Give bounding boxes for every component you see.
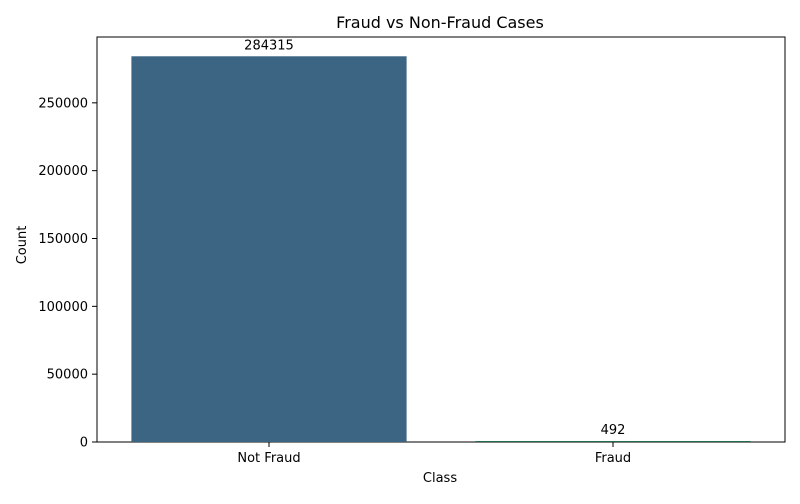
y-tick-label: 100000 <box>38 300 88 315</box>
bars-layer <box>131 56 751 442</box>
bar-not-fraud <box>131 56 407 442</box>
x-axis-label: Class <box>423 471 457 486</box>
bar-fraud <box>475 441 751 442</box>
y-tick-label: 0 <box>80 436 88 451</box>
x-tick-label: Not Fraud <box>237 451 300 466</box>
chart-title: Fraud vs Non-Fraud Cases <box>336 13 544 32</box>
y-tick-label: 250000 <box>38 96 88 111</box>
data-label-not-fraud: 284315 <box>244 38 294 53</box>
y-tick-label: 200000 <box>38 164 88 179</box>
plot-area <box>96 36 786 443</box>
data-label-fraud: 492 <box>601 423 626 438</box>
y-tick-label: 50000 <box>47 368 88 383</box>
x-axis: Not Fraud Fraud <box>237 442 631 466</box>
y-tick-label: 150000 <box>38 232 88 247</box>
x-tick-label: Fraud <box>595 451 631 466</box>
data-labels-layer: 284315 492 <box>244 38 625 438</box>
plot-frame <box>96 36 786 443</box>
y-axis-label: Count <box>15 226 30 265</box>
y-axis: 0 50000 100000 150000 200000 250000 <box>38 96 97 451</box>
